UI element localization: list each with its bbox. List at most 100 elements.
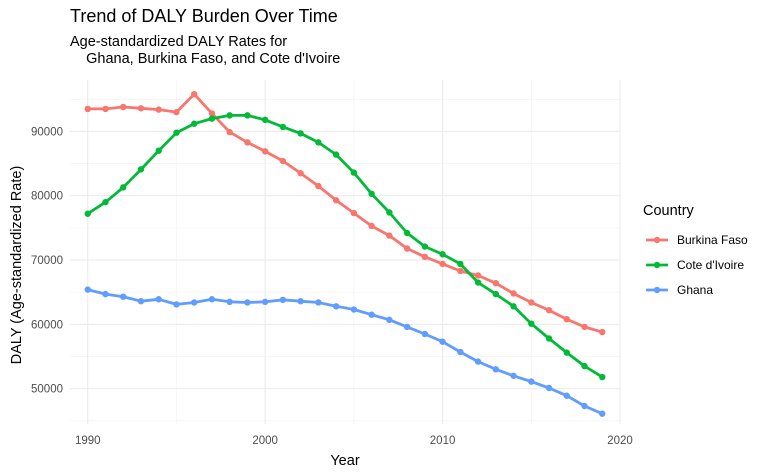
x-tick-label: 1990 xyxy=(75,435,101,447)
x-tick-label: 2000 xyxy=(252,435,278,447)
data-point xyxy=(226,298,233,306)
data-point xyxy=(474,279,482,286)
data-point xyxy=(173,129,180,136)
legend-title: Country xyxy=(643,203,695,219)
legend-label: Ghana xyxy=(677,283,713,297)
data-point xyxy=(84,210,91,217)
data-point xyxy=(297,297,304,305)
y-tick-label: 50000 xyxy=(31,384,63,396)
data-point xyxy=(226,128,233,136)
data-point xyxy=(120,293,127,300)
data-point xyxy=(510,303,517,310)
y-tick-label: 70000 xyxy=(31,255,63,267)
data-point xyxy=(350,306,358,313)
data-point xyxy=(332,151,340,158)
data-point xyxy=(102,198,109,206)
data-point xyxy=(244,299,251,306)
data-point xyxy=(332,197,340,204)
grid-lines xyxy=(70,80,621,424)
data-point xyxy=(120,103,127,111)
data-point xyxy=(403,323,411,331)
data-point xyxy=(261,298,269,306)
data-point xyxy=(208,296,216,303)
data-point xyxy=(563,315,570,323)
legend-key-marker xyxy=(653,261,661,269)
data-point xyxy=(279,296,287,304)
data-point xyxy=(84,286,91,293)
data-point xyxy=(403,229,411,237)
data-point xyxy=(599,328,606,336)
data-point xyxy=(581,402,588,410)
data-point xyxy=(492,279,500,287)
y-tick-label: 80000 xyxy=(31,191,63,203)
data-point xyxy=(208,115,216,122)
data-point xyxy=(368,311,375,318)
data-point xyxy=(421,330,429,338)
data-point xyxy=(190,90,198,98)
data-point xyxy=(563,392,570,399)
legend: Country Burkina Faso Cote d'Ivoire Ghana xyxy=(643,203,748,297)
data-point xyxy=(545,306,553,314)
data-point xyxy=(155,106,162,113)
x-tick-label: 2010 xyxy=(430,435,456,447)
data-point xyxy=(190,299,198,306)
data-point xyxy=(386,232,393,239)
data-point xyxy=(279,123,287,131)
data-point xyxy=(563,349,570,356)
data-point xyxy=(474,358,482,365)
data-point xyxy=(510,372,517,379)
data-point xyxy=(350,209,358,217)
data-point xyxy=(510,290,517,297)
data-point xyxy=(368,222,375,230)
legend-label: Burkina Faso xyxy=(677,233,748,247)
data-point xyxy=(386,209,393,216)
data-point xyxy=(599,373,606,381)
data-point xyxy=(102,105,109,113)
data-point xyxy=(439,338,446,345)
data-point xyxy=(137,105,145,112)
series-line xyxy=(86,92,604,334)
data-point xyxy=(368,190,375,198)
data-point xyxy=(84,105,91,113)
data-point xyxy=(545,384,553,392)
chart-title: Trend of DALY Burden Over Time xyxy=(70,6,338,26)
data-point xyxy=(457,348,464,356)
x-axis-title: Year xyxy=(330,453,359,469)
legend-key-marker xyxy=(653,236,661,244)
x-axis-ticks: 1990 2000 2010 2020 xyxy=(75,435,633,447)
data-point xyxy=(102,290,109,298)
data-point xyxy=(120,184,127,191)
data-point xyxy=(297,130,304,137)
chart-subtitle: Age-standardized DALY Rates for Ghana, B… xyxy=(70,34,341,67)
data-point xyxy=(421,253,429,261)
data-point xyxy=(492,366,500,373)
data-point xyxy=(137,297,145,305)
data-point xyxy=(545,335,553,342)
data-point xyxy=(386,316,393,324)
data-point xyxy=(439,251,446,258)
data-point xyxy=(581,323,588,331)
data-point xyxy=(279,157,287,165)
data-point xyxy=(474,272,482,279)
series-line xyxy=(86,288,604,416)
data-point xyxy=(261,148,269,155)
data-point xyxy=(190,120,198,127)
data-point xyxy=(403,245,411,252)
data-point xyxy=(457,260,464,268)
data-point xyxy=(315,182,322,190)
data-point xyxy=(173,301,180,308)
data-point xyxy=(297,170,304,177)
x-tick-label: 2020 xyxy=(607,435,633,447)
data-point xyxy=(244,112,251,119)
y-axis-ticks: 50000 60000 70000 80000 90000 xyxy=(31,126,63,395)
data-point xyxy=(137,166,145,173)
data-point xyxy=(350,169,358,176)
data-point xyxy=(528,320,535,327)
data-point xyxy=(492,290,500,298)
y-tick-label: 60000 xyxy=(31,319,63,331)
data-point xyxy=(244,139,251,146)
data-point xyxy=(315,299,322,306)
data-point xyxy=(315,139,322,146)
series-line xyxy=(86,114,604,379)
